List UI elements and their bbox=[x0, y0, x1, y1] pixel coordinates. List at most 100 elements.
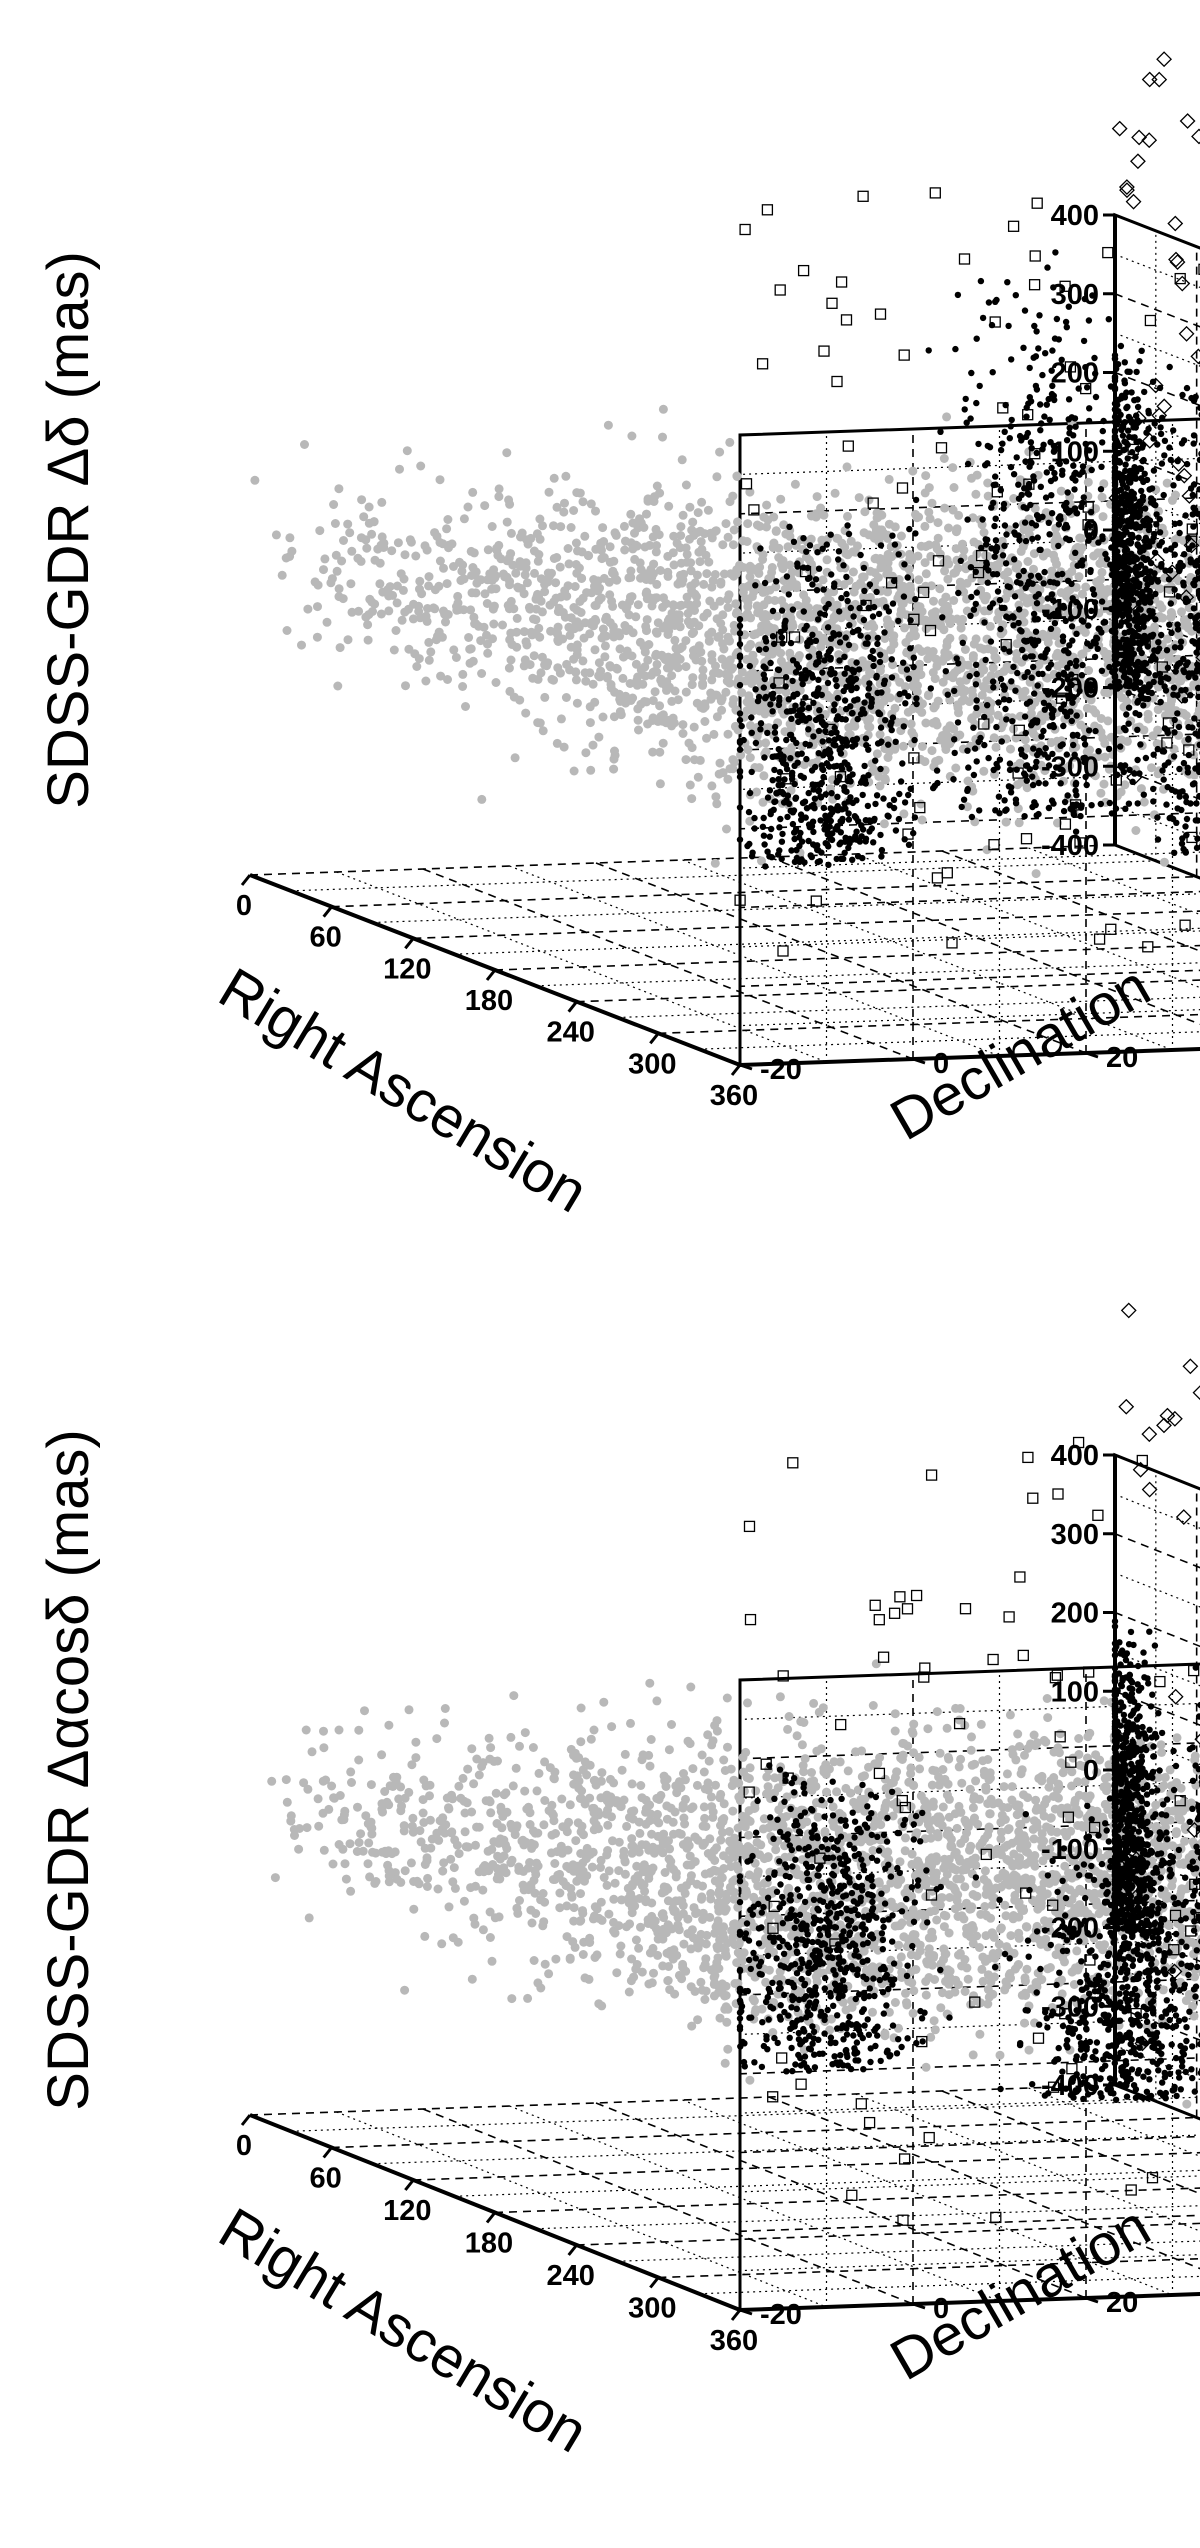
grey-point bbox=[401, 681, 410, 690]
grey-point bbox=[626, 510, 635, 519]
grey-point bbox=[516, 557, 525, 566]
grey-point bbox=[879, 531, 888, 540]
ra-wall-point bbox=[1139, 650, 1145, 656]
grey-point bbox=[545, 488, 554, 497]
grey-point bbox=[984, 492, 993, 501]
grey-point bbox=[476, 636, 485, 645]
grey-point bbox=[709, 730, 718, 739]
grey-point bbox=[674, 695, 683, 704]
ra-wall-point bbox=[1133, 570, 1139, 576]
grey-point bbox=[818, 575, 827, 584]
grey-point bbox=[586, 766, 595, 775]
grey-point bbox=[591, 601, 600, 610]
grey-point bbox=[707, 650, 716, 659]
grey-point bbox=[1123, 737, 1132, 746]
grey-point bbox=[467, 644, 476, 653]
grey-point bbox=[467, 571, 476, 580]
ra-wall-point bbox=[1148, 499, 1154, 505]
grey-point bbox=[477, 795, 486, 804]
grey-point bbox=[682, 558, 691, 567]
grey-point bbox=[589, 680, 598, 689]
grey-point bbox=[530, 569, 539, 578]
grey-point bbox=[777, 596, 786, 605]
ra-wall-point bbox=[1122, 670, 1128, 676]
grey-point bbox=[571, 582, 580, 591]
grey-point bbox=[489, 620, 498, 629]
grey-point bbox=[560, 743, 569, 752]
grey-point bbox=[743, 745, 752, 754]
grey-point bbox=[992, 743, 1001, 752]
grey-point bbox=[679, 729, 688, 738]
ra-wall-point bbox=[1141, 389, 1147, 395]
grey-point bbox=[1032, 869, 1041, 878]
grey-point bbox=[401, 550, 410, 559]
grey-point bbox=[343, 520, 352, 529]
grey-point bbox=[907, 719, 916, 728]
ra-wall-point bbox=[1195, 569, 1200, 575]
grey-point bbox=[283, 626, 292, 635]
grey-point bbox=[507, 656, 516, 665]
grey-point bbox=[587, 620, 596, 629]
grey-point bbox=[367, 598, 376, 607]
grey-point bbox=[648, 716, 657, 725]
grey-point bbox=[370, 517, 379, 526]
grey-point bbox=[404, 645, 413, 654]
ra-wall-point bbox=[1122, 359, 1128, 365]
grey-point bbox=[878, 559, 887, 568]
grey-point bbox=[652, 593, 661, 602]
ra-wall-point bbox=[1161, 492, 1167, 498]
grey-point bbox=[954, 511, 963, 520]
grey-point bbox=[411, 552, 420, 561]
grey-point bbox=[364, 636, 373, 645]
x-floor-gridline bbox=[332, 877, 1197, 907]
grey-point bbox=[564, 623, 573, 632]
grey-point bbox=[848, 547, 857, 556]
grey-point bbox=[1053, 649, 1062, 658]
grey-point bbox=[748, 651, 757, 660]
grey-point bbox=[897, 532, 906, 541]
grey-point bbox=[538, 521, 547, 530]
ra-wall-point bbox=[1170, 482, 1176, 488]
grey-point bbox=[426, 647, 435, 656]
grey-point bbox=[922, 569, 931, 578]
grey-point bbox=[869, 623, 878, 632]
grey-point bbox=[521, 709, 530, 718]
grey-point bbox=[334, 484, 343, 493]
grey-point bbox=[421, 541, 430, 550]
grey-point bbox=[620, 621, 629, 630]
grey-point bbox=[603, 674, 612, 683]
grey-point bbox=[694, 508, 703, 517]
grey-point bbox=[494, 492, 503, 501]
grey-point bbox=[422, 612, 431, 621]
grey-point bbox=[1100, 688, 1109, 697]
grey-point bbox=[297, 641, 306, 650]
grey-point bbox=[970, 640, 979, 649]
grey-point bbox=[300, 440, 309, 449]
grey-point bbox=[690, 755, 699, 764]
grey-point bbox=[659, 405, 668, 414]
ra-wall-point bbox=[1131, 434, 1137, 440]
panel-top-delta-dec: -400-300-200-100010020030040006012018024… bbox=[36, 52, 1200, 1225]
grey-point bbox=[687, 794, 696, 803]
grey-point bbox=[387, 546, 396, 555]
grey-point bbox=[589, 575, 598, 584]
grey-point bbox=[1050, 555, 1059, 564]
grey-point bbox=[1147, 763, 1156, 772]
grey-point bbox=[595, 658, 604, 667]
grey-point bbox=[702, 569, 711, 578]
grey-point bbox=[634, 726, 643, 735]
ra-wall-point bbox=[1168, 630, 1174, 636]
grey-point bbox=[1153, 726, 1162, 735]
grey-point bbox=[994, 711, 1003, 720]
grey-point bbox=[662, 599, 671, 608]
grey-point bbox=[688, 518, 697, 527]
ra-wall-point bbox=[1120, 557, 1126, 563]
grey-point bbox=[890, 745, 899, 754]
grey-point bbox=[357, 533, 366, 542]
grey-point bbox=[464, 633, 473, 642]
grey-point bbox=[694, 621, 703, 630]
grey-point bbox=[711, 691, 720, 700]
grey-point bbox=[444, 610, 453, 619]
grey-point bbox=[434, 582, 443, 591]
grey-point bbox=[335, 584, 344, 593]
